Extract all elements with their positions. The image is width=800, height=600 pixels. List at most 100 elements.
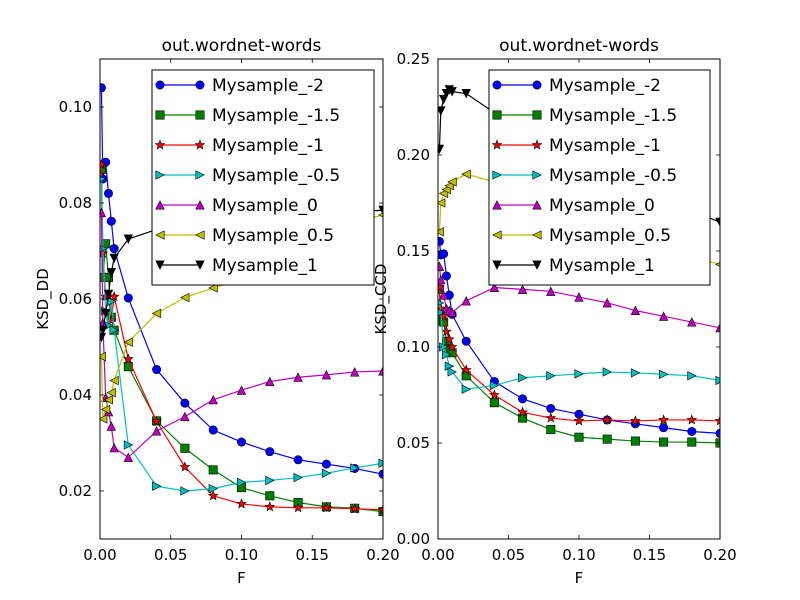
data-point (438, 274, 446, 285)
legend-marker (532, 200, 542, 210)
data-point (377, 504, 383, 515)
legend-marker (492, 80, 502, 90)
legend-marker (195, 80, 205, 90)
series-line-Mysample_-0.5 (100, 178, 383, 492)
data-point (602, 297, 612, 308)
data-point (489, 389, 500, 400)
y-tick-label: 0.04 (59, 386, 92, 404)
legend-item: Mysample_-2 (492, 76, 661, 96)
x-tick-label: 0.10 (562, 546, 595, 564)
legend-marker (532, 110, 542, 120)
x-axis-label: F (237, 569, 246, 587)
data-point (518, 373, 528, 383)
legend-item: Mysample_-0.5 (492, 166, 677, 186)
data-point (439, 249, 449, 259)
x-tick-label: 0.20 (703, 546, 736, 564)
legend-marker (491, 139, 503, 150)
data-point (630, 436, 640, 446)
y-axis-label: KSD_CCD (372, 264, 391, 335)
data-point (441, 271, 451, 281)
data-point (350, 367, 360, 377)
data-point (517, 406, 528, 417)
data-point (123, 440, 134, 450)
data-point (109, 253, 119, 264)
chart-title: out.wordnet-words (499, 36, 659, 56)
x-tick-label: 0.00 (421, 546, 454, 564)
data-point (438, 261, 445, 271)
data-point (321, 369, 332, 380)
data-point (103, 188, 113, 198)
legend-marker (154, 139, 166, 150)
y-tick-label: 0.10 (59, 98, 92, 116)
data-point (574, 369, 584, 379)
data-point (630, 305, 641, 316)
data-point (106, 387, 116, 398)
legend-marker (195, 110, 205, 120)
data-point (105, 314, 117, 326)
data-point (545, 412, 557, 423)
data-point (293, 372, 303, 382)
y-tick-label: 0.05 (397, 434, 430, 452)
series-line-Mysample_-2 (438, 241, 720, 434)
series-Mysample_-0.5 (438, 299, 720, 394)
data-point (208, 425, 218, 435)
data-point (715, 375, 720, 386)
data-point (438, 290, 449, 300)
legend-marker (155, 80, 165, 90)
legend-item: Mysample_1 (155, 256, 318, 276)
data-point (100, 158, 107, 170)
data-point (103, 395, 113, 405)
series-line-Mysample_-0.5 (438, 302, 720, 390)
data-point (151, 308, 162, 319)
data-point (461, 296, 471, 306)
data-point (461, 384, 472, 394)
data-point (489, 398, 499, 408)
data-point (378, 458, 383, 468)
series-Mysample_-1 (100, 158, 383, 515)
data-point (152, 481, 162, 491)
chart-title: out.wordnet-words (162, 36, 322, 56)
legend-label: Mysample_-2 (212, 76, 324, 96)
y-tick-label: 0.15 (397, 242, 430, 260)
data-point (460, 364, 472, 375)
legend-marker (195, 170, 205, 180)
series-line-Mysample_-1 (438, 287, 720, 422)
legend-marker (195, 260, 205, 270)
data-point (546, 425, 556, 435)
data-point (151, 426, 162, 436)
data-point (180, 443, 190, 453)
chart-panel-2: 0.00 0.05 0.10 0.15 0.20 0.00 0.05 0.10 0.15 0.20… (372, 36, 737, 587)
data-point (236, 385, 247, 395)
legend-item: Mysample_0 (155, 196, 318, 216)
data-point (109, 325, 120, 335)
data-point (438, 144, 445, 155)
data-point (350, 463, 360, 473)
data-point (100, 332, 107, 343)
legend-item: Mysample_1 (492, 256, 655, 276)
x-tick-label: 0.10 (225, 546, 258, 564)
data-point (546, 403, 556, 413)
data-point (100, 414, 108, 424)
data-point (658, 311, 669, 321)
legend-marker (155, 260, 165, 270)
data-point (100, 308, 111, 319)
data-point (601, 414, 613, 425)
data-point (546, 371, 556, 381)
legend-label: Mysample_1 (549, 256, 655, 276)
data-point (659, 369, 669, 379)
data-point (180, 398, 190, 408)
legend-marker (532, 80, 542, 90)
data-point (378, 205, 383, 216)
data-point (659, 423, 669, 433)
data-point (265, 447, 275, 457)
data-point (438, 227, 444, 237)
data-point (447, 87, 457, 97)
data-point (108, 290, 120, 302)
data-point (180, 411, 190, 422)
legend-label: Mysample_-1 (549, 136, 661, 156)
legend-marker (492, 260, 502, 270)
y-tick-label: 0.20 (397, 146, 430, 164)
x-tick-label: 0.05 (154, 546, 187, 564)
data-point (264, 501, 276, 512)
data-point (208, 465, 218, 475)
